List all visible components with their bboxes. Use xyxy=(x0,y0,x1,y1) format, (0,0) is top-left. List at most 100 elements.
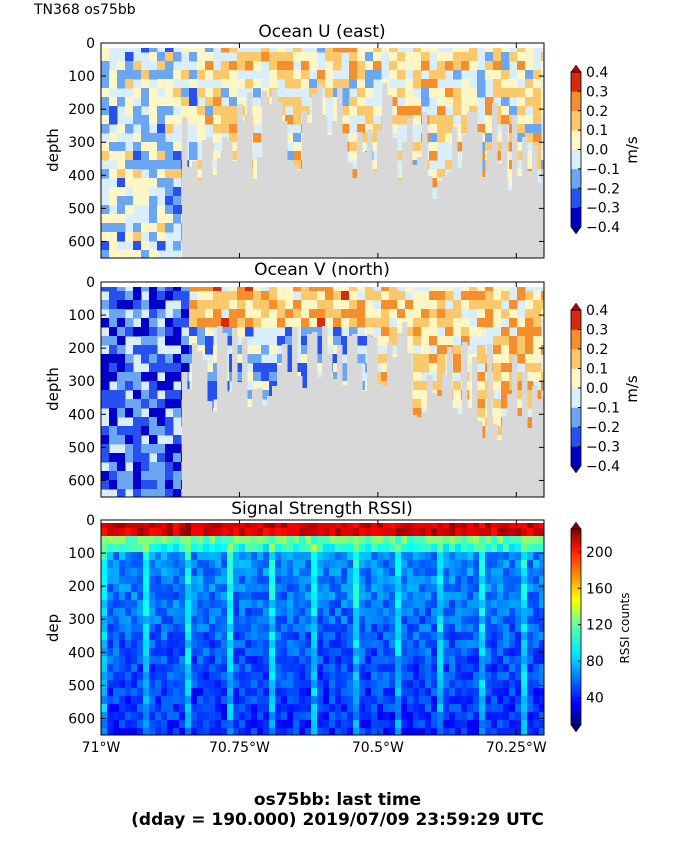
field-cell xyxy=(539,656,544,665)
field-cell xyxy=(317,656,324,665)
field-cell xyxy=(381,327,390,337)
field-cell xyxy=(413,632,420,641)
field-cell xyxy=(401,720,408,729)
field-cell xyxy=(383,600,390,609)
field-cell xyxy=(149,142,158,152)
field-cell xyxy=(101,399,110,409)
field-cell xyxy=(149,214,158,224)
field-cell xyxy=(497,528,504,537)
field-cell xyxy=(107,688,114,697)
field-cell xyxy=(449,528,456,537)
field-cell xyxy=(215,568,222,577)
field-cell xyxy=(413,142,422,152)
xtick-label: 71°W xyxy=(82,740,121,756)
field-cell xyxy=(533,648,540,657)
field-cell xyxy=(107,640,114,649)
field-cell xyxy=(493,300,502,310)
field-cell xyxy=(275,576,282,585)
field-cell xyxy=(539,632,544,641)
field-cell xyxy=(245,327,254,337)
field-cell xyxy=(141,336,150,346)
field-cell xyxy=(407,640,414,649)
field-cell xyxy=(221,520,228,529)
field-cell xyxy=(323,616,330,625)
field-cell xyxy=(493,363,502,373)
field-cell xyxy=(209,712,216,721)
field-cell xyxy=(419,520,426,529)
field-cell xyxy=(491,648,498,657)
field-cell xyxy=(101,79,110,89)
field-cell xyxy=(541,345,544,355)
field-cell xyxy=(443,592,450,601)
field-cell xyxy=(527,648,534,657)
field-cell xyxy=(405,345,414,355)
field-cell xyxy=(335,576,342,585)
field-cell xyxy=(421,88,430,98)
field-cell xyxy=(533,568,540,577)
field-cell xyxy=(377,568,384,577)
field-cell xyxy=(141,417,150,427)
rssi-field xyxy=(101,520,544,735)
field-cell xyxy=(421,309,430,319)
colorbar-tick-label: 80 xyxy=(586,654,604,670)
field-cell xyxy=(395,584,402,593)
field-cell xyxy=(413,664,420,673)
field-cell xyxy=(245,309,254,319)
field-cell xyxy=(383,672,390,681)
field-cell xyxy=(425,520,432,529)
field-cell xyxy=(381,372,390,382)
field-cell xyxy=(443,648,450,657)
field-cell xyxy=(383,560,390,569)
field-cell xyxy=(473,648,480,657)
field-cell xyxy=(347,536,354,545)
field-cell xyxy=(533,600,540,609)
field-cell xyxy=(179,576,186,585)
blanked-column xyxy=(192,161,198,258)
field-cell xyxy=(253,372,262,382)
blanked-column xyxy=(452,127,458,258)
field-cell xyxy=(445,61,454,71)
field-cell xyxy=(461,115,470,125)
field-cell xyxy=(229,142,238,152)
field-cell xyxy=(329,680,336,689)
field-cell xyxy=(161,528,168,537)
field-cell xyxy=(425,528,432,537)
field-cell xyxy=(261,52,270,62)
field-cell xyxy=(285,345,294,355)
field-cell xyxy=(143,616,150,625)
field-cell xyxy=(493,381,502,391)
field-cell xyxy=(395,560,402,569)
field-cell xyxy=(521,608,528,617)
field-cell xyxy=(515,696,522,705)
field-cell xyxy=(443,600,450,609)
field-cell xyxy=(347,720,354,729)
field-cell xyxy=(515,592,522,601)
ocean-u-colorbar: 0.40.30.20.10.0−0.1−0.2−0.3−0.4 xyxy=(570,64,620,236)
field-cell xyxy=(109,241,118,251)
field-cell xyxy=(371,632,378,641)
field-cell xyxy=(377,656,384,665)
field-cell xyxy=(309,61,318,71)
blanked-column xyxy=(422,112,428,258)
blanked-column xyxy=(442,176,448,258)
field-cell xyxy=(461,720,468,729)
field-cell xyxy=(119,688,126,697)
field-cell xyxy=(179,560,186,569)
field-cell xyxy=(109,214,118,224)
field-cell xyxy=(197,169,206,179)
field-cell xyxy=(445,115,454,125)
field-cell xyxy=(401,592,408,601)
field-cell xyxy=(209,552,216,561)
field-cell xyxy=(329,640,336,649)
field-cell xyxy=(469,97,478,107)
field-cell xyxy=(517,354,526,364)
blanked-column xyxy=(237,382,243,497)
field-cell xyxy=(389,61,398,71)
field-cell xyxy=(209,576,216,585)
field-cell xyxy=(467,624,474,633)
field-cell xyxy=(157,417,166,427)
field-cell xyxy=(371,600,378,609)
blanked-column xyxy=(237,104,243,258)
field-cell xyxy=(479,568,486,577)
field-cell xyxy=(101,300,110,310)
